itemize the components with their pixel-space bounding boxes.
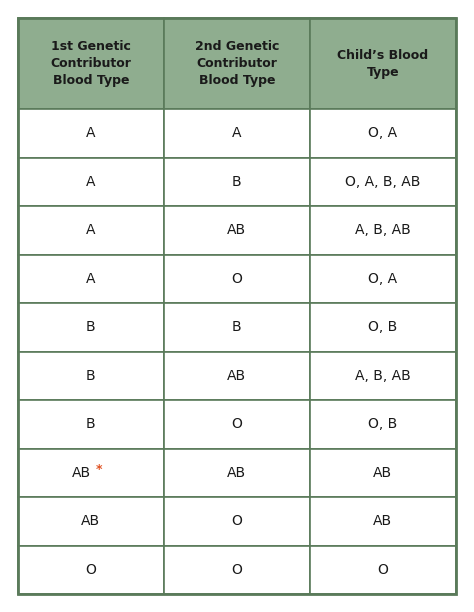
Bar [164, 449, 310, 497]
Text: O: O [85, 563, 96, 577]
Text: AB: AB [227, 466, 246, 480]
Bar [310, 109, 456, 157]
Text: AB: AB [82, 514, 100, 528]
Bar [164, 18, 310, 109]
Text: B: B [86, 417, 96, 431]
Text: Child’s Blood
Type: Child’s Blood Type [337, 48, 428, 78]
Bar [164, 351, 310, 400]
Text: O, B: O, B [368, 320, 398, 334]
Text: AB: AB [227, 369, 246, 382]
Text: O, B: O, B [368, 417, 398, 431]
Bar [18, 449, 164, 497]
Text: O, A, B, AB: O, A, B, AB [345, 175, 420, 188]
Text: A: A [86, 223, 96, 237]
Text: AB: AB [227, 223, 246, 237]
Text: O: O [231, 563, 242, 577]
Bar [164, 255, 310, 303]
Text: A, B, AB: A, B, AB [355, 369, 411, 382]
Text: AB: AB [73, 466, 91, 480]
Bar [164, 206, 310, 255]
Text: A: A [86, 175, 96, 188]
Bar [18, 400, 164, 449]
Text: B: B [86, 320, 96, 334]
Bar [310, 18, 456, 109]
Text: *: * [96, 463, 103, 476]
Bar [310, 303, 456, 351]
Bar [164, 497, 310, 545]
Bar [310, 545, 456, 594]
Text: 2nd Genetic
Contributor
Blood Type: 2nd Genetic Contributor Blood Type [195, 40, 279, 87]
Text: AB: AB [374, 514, 392, 528]
Bar [164, 109, 310, 157]
Bar [164, 157, 310, 206]
Bar [18, 206, 164, 255]
Text: AB: AB [374, 466, 392, 480]
Bar [310, 351, 456, 400]
Text: O: O [231, 417, 242, 431]
Bar [310, 449, 456, 497]
Text: A: A [232, 126, 242, 140]
Text: O, A: O, A [368, 126, 397, 140]
Bar [18, 18, 164, 109]
Text: B: B [232, 320, 242, 334]
Text: O: O [231, 514, 242, 528]
Text: B: B [232, 175, 242, 188]
Bar [164, 303, 310, 351]
Bar [164, 400, 310, 449]
Bar [310, 400, 456, 449]
Bar [310, 206, 456, 255]
Bar [164, 545, 310, 594]
Bar [18, 255, 164, 303]
Bar [18, 351, 164, 400]
Bar [18, 545, 164, 594]
Text: A: A [86, 272, 96, 286]
Bar [18, 109, 164, 157]
Text: A, B, AB: A, B, AB [355, 223, 411, 237]
Text: O: O [231, 272, 242, 286]
Text: O: O [377, 563, 388, 577]
Bar [310, 255, 456, 303]
Bar [18, 157, 164, 206]
Text: B: B [86, 369, 96, 382]
Bar [310, 497, 456, 545]
Text: A: A [86, 126, 96, 140]
Text: 1st Genetic
Contributor
Blood Type: 1st Genetic Contributor Blood Type [51, 40, 131, 87]
Text: O, A: O, A [368, 272, 397, 286]
Bar [18, 303, 164, 351]
Bar [310, 157, 456, 206]
Bar [18, 497, 164, 545]
